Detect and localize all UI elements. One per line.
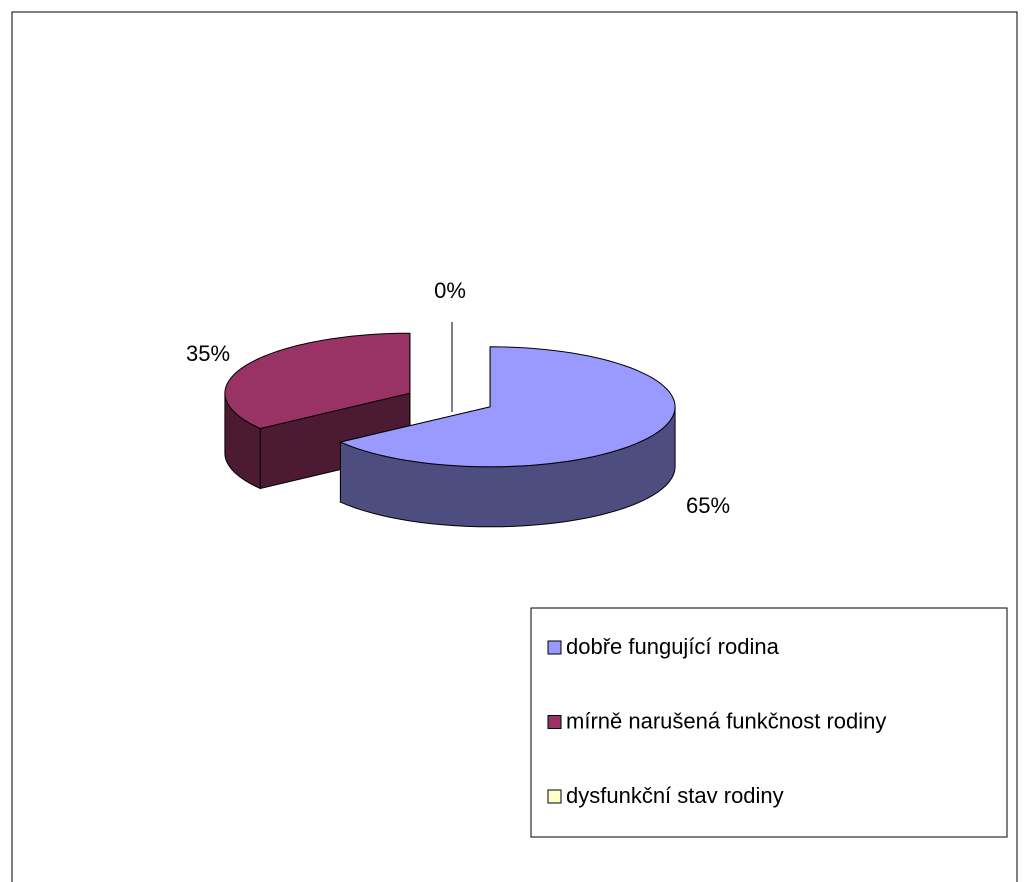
data-label: 0% (434, 278, 466, 303)
slice-top (338, 346, 676, 468)
legend-swatch (547, 789, 562, 804)
data-label: 65% (686, 493, 730, 518)
legend-swatch (547, 640, 562, 655)
pie-slice (338, 346, 676, 528)
legend-label: dysfunkční stav rodiny (566, 783, 784, 808)
data-label: 35% (186, 341, 230, 366)
slice-top (224, 332, 411, 429)
legend-box (530, 607, 1008, 838)
frame (11, 11, 1018, 882)
legend-label: mírně narušená funkčnost rodiny (566, 708, 886, 733)
legend-swatch (547, 715, 562, 729)
legend-label: dobře fungující rodina (566, 634, 780, 659)
pie-slice (224, 332, 411, 490)
